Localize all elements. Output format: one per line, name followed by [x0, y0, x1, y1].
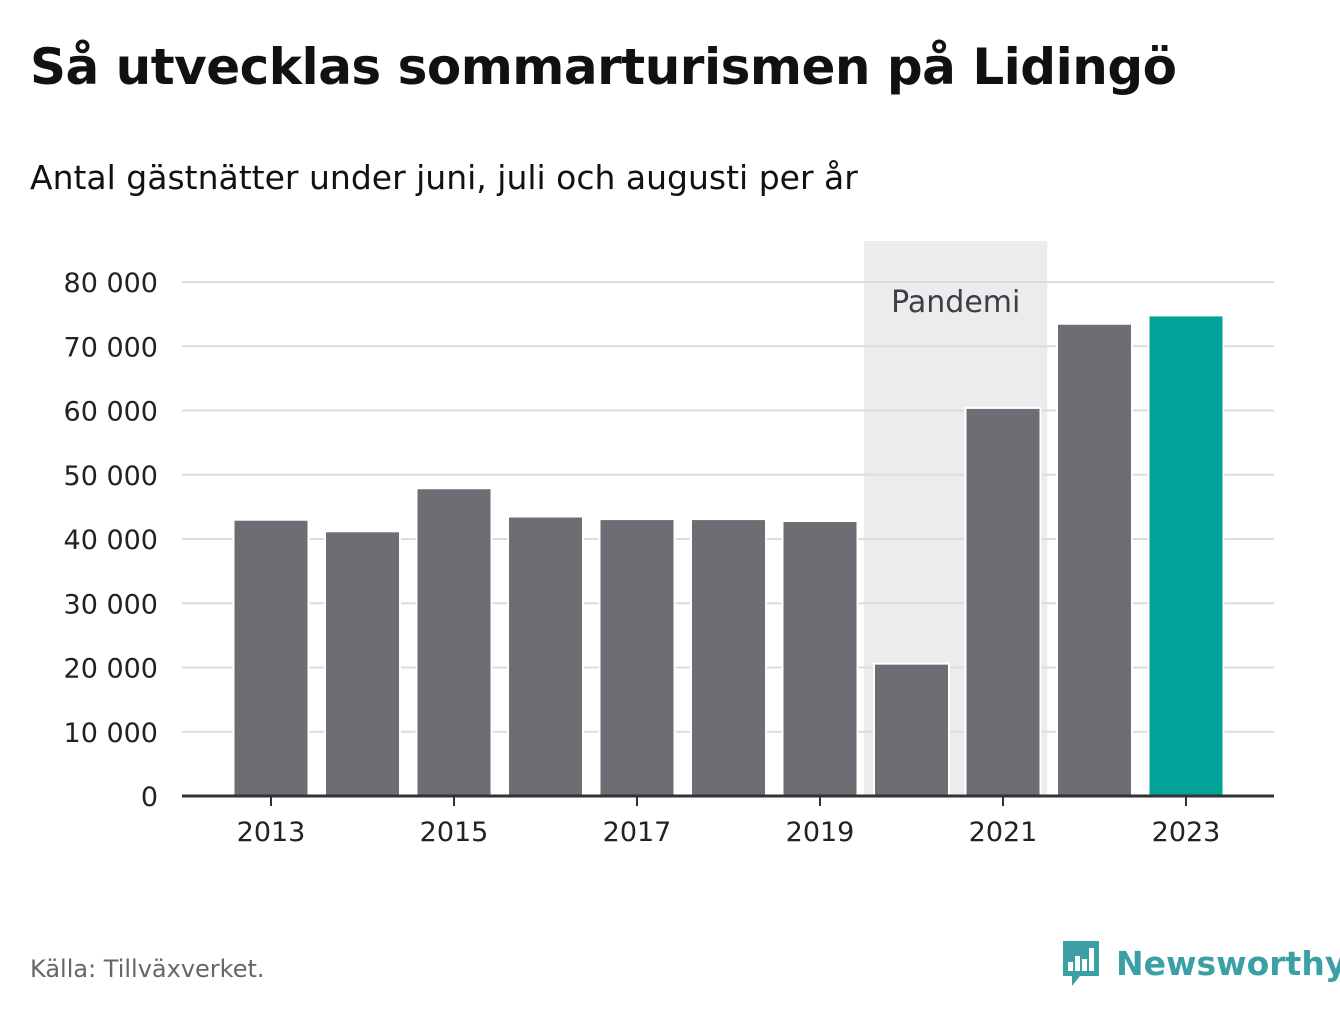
- x-tick-label: 2017: [603, 817, 672, 848]
- y-tick-label: 80 000: [64, 268, 158, 299]
- pandemic-label: Pandemi: [891, 285, 1020, 320]
- bar-2019: [781, 520, 859, 797]
- x-tick-label: 2023: [1152, 817, 1221, 848]
- x-tick-label: 2013: [237, 817, 306, 848]
- bar-2021: [964, 406, 1042, 797]
- y-tick-label: 50 000: [64, 461, 158, 492]
- bar-2016: [507, 515, 584, 797]
- y-tick-label: 20 000: [64, 654, 158, 685]
- source-note: Källa: Tillväxverket.: [30, 955, 265, 983]
- newsworthy-logo: Newsworthy: [1060, 938, 1340, 988]
- bar-2017: [598, 518, 676, 798]
- bar-chart: 0 10 000 20 000 30 000 40 000 50 000 60 000 70 …: [64, 241, 1274, 848]
- bar-2015: [415, 487, 493, 797]
- bar-chart-speech-bubble-icon: [1063, 941, 1099, 986]
- bar-2014: [324, 530, 401, 797]
- y-tick-label: 10 000: [64, 718, 158, 749]
- bar-2018: [690, 518, 767, 798]
- chart-title: Så utvecklas sommarturismen på Lidingö: [30, 38, 1177, 96]
- chart-subtitle: Antal gästnätter under juni, juli och au…: [30, 158, 858, 197]
- y-tick-label: 0: [141, 782, 158, 813]
- brand-name: Newsworthy: [1116, 943, 1340, 983]
- y-tick-label: 60 000: [64, 397, 158, 428]
- y-tick-label: 30 000: [64, 589, 158, 620]
- x-tick-label: 2015: [420, 817, 489, 848]
- bar-2023: [1147, 314, 1225, 797]
- bar-2013: [232, 518, 310, 797]
- y-tick-label: 40 000: [64, 525, 158, 556]
- x-tick-label: 2019: [786, 817, 855, 848]
- bar-2022: [1056, 322, 1133, 797]
- x-tick-label: 2021: [969, 817, 1038, 848]
- y-tick-label: 70 000: [64, 332, 158, 363]
- bar-2020: [873, 662, 950, 798]
